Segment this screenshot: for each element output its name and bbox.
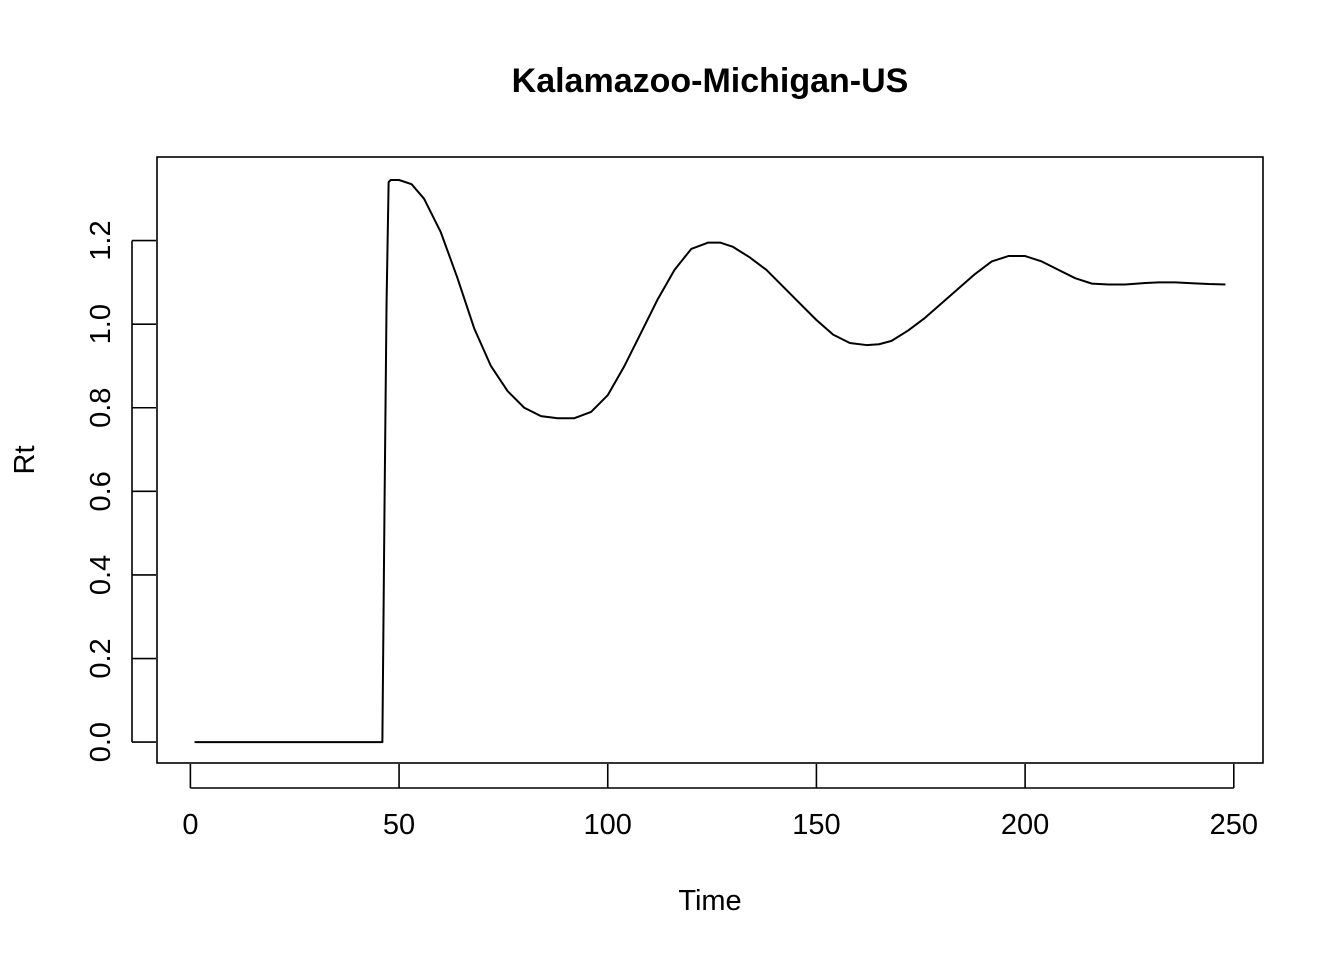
y-tick-label: 0.8 — [85, 388, 117, 428]
x-axis-label: Time — [678, 885, 741, 917]
y-tick-label: 0.2 — [85, 638, 117, 678]
x-tick-label: 50 — [383, 809, 415, 841]
y-tick-label: 0.4 — [85, 555, 117, 595]
x-axis: 0 50 100 150 200 250 — [182, 764, 1258, 841]
x-tick-label: 200 — [1001, 809, 1049, 841]
series-line — [194, 178, 1226, 744]
y-tick-label: 0.6 — [85, 471, 117, 511]
x-tick-label: 150 — [792, 809, 840, 841]
series-group — [194, 178, 1226, 744]
plot-frame — [156, 156, 1264, 764]
y-axis-label: Rt — [9, 446, 41, 475]
y-tick-label: 0.0 — [85, 722, 117, 762]
chart-title: Kalamazoo-Michigan-US — [512, 62, 909, 100]
x-tick-label: 250 — [1210, 809, 1258, 841]
x-tick-label: 100 — [584, 809, 632, 841]
y-tick-label: 1.2 — [85, 220, 117, 260]
y-axis: 0.0 0.2 0.4 0.6 0.8 1.0 1.2 — [85, 220, 156, 762]
y-tick-label: 1.0 — [85, 304, 117, 344]
x-tick-label: 0 — [182, 809, 198, 841]
